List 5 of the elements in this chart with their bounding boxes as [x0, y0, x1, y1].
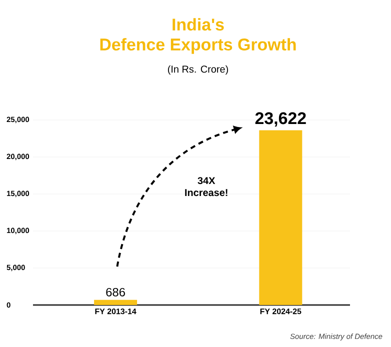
data-label: 23,622 [255, 112, 306, 127]
data-label: 686 [106, 288, 125, 296]
chart-title: India's Defence Exports Growth [100, 18, 296, 54]
annotation: 34X Increase! [185, 177, 228, 196]
chart-subtitle: (In Rs. Crore) [168, 65, 228, 75]
